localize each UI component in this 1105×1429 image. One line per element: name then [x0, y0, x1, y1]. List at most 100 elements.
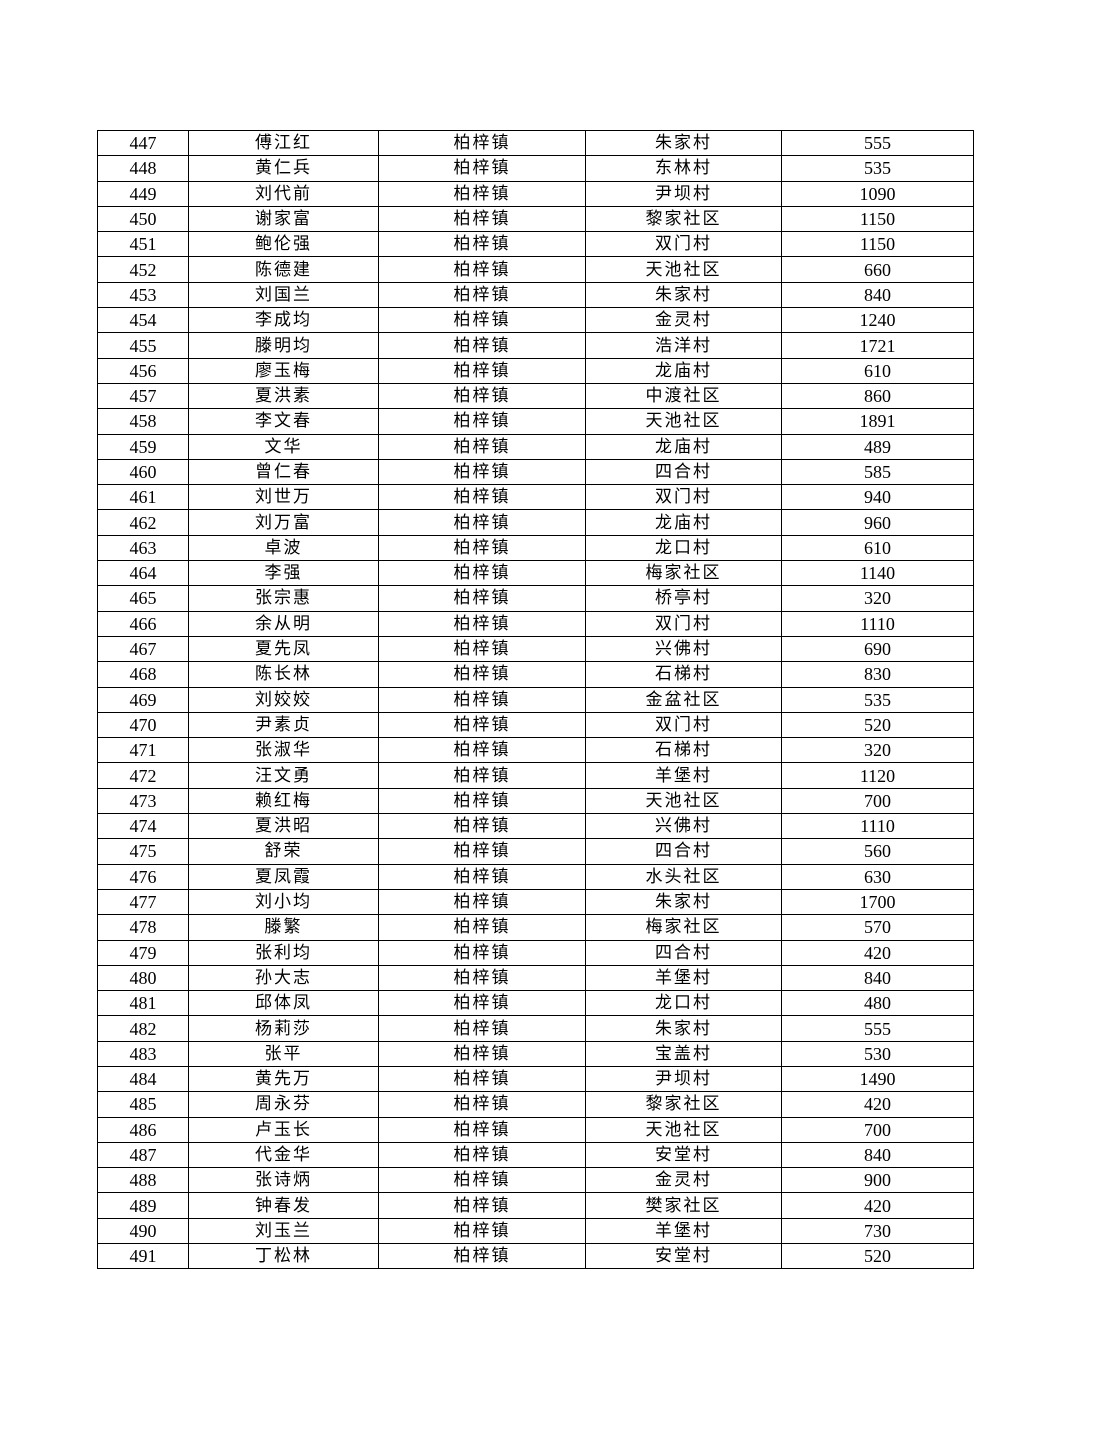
cell-amount: 520 — [781, 1243, 974, 1270]
cell-village: 朱家村 — [585, 129, 782, 157]
cell-name: 夏凤霞 — [188, 863, 379, 890]
cell-index: 468 — [97, 661, 189, 688]
cell-town: 柏梓镇 — [378, 686, 586, 713]
cell-town: 柏梓镇 — [378, 256, 586, 283]
cell-name: 张淑华 — [188, 737, 379, 764]
cell-index: 480 — [97, 964, 189, 992]
cell-town: 柏梓镇 — [378, 1167, 586, 1194]
cell-town: 柏梓镇 — [378, 484, 586, 511]
cell-amount: 840 — [781, 964, 974, 992]
cell-index: 476 — [97, 863, 189, 890]
cell-name: 傅江红 — [188, 129, 379, 157]
cell-town: 柏梓镇 — [378, 408, 586, 435]
table-row: 460 曾仁春 柏梓镇 四合村 585 — [97, 458, 974, 486]
cell-index: 482 — [97, 1015, 189, 1042]
cell-town: 柏梓镇 — [378, 939, 586, 966]
table-row: 481 邱体凤 柏梓镇 龙口村 480 — [97, 990, 974, 1017]
cell-index: 458 — [97, 408, 189, 435]
cell-index: 449 — [97, 180, 189, 207]
cell-amount: 555 — [781, 129, 974, 157]
cell-name: 鲍伦强 — [188, 231, 379, 258]
cell-index: 456 — [97, 357, 189, 384]
table-row: 480 孙大志 柏梓镇 羊堡村 840 — [97, 964, 974, 992]
cell-town: 柏梓镇 — [378, 737, 586, 764]
cell-amount: 1700 — [781, 888, 974, 916]
cell-town: 柏梓镇 — [378, 1116, 586, 1143]
cell-town: 柏梓镇 — [378, 307, 586, 334]
table-row: 451 鲍伦强 柏梓镇 双门村 1150 — [97, 231, 974, 258]
cell-town: 柏梓镇 — [378, 332, 586, 359]
cell-index: 469 — [97, 686, 189, 713]
cell-amount: 320 — [781, 737, 974, 764]
cell-index: 471 — [97, 737, 189, 764]
table-row: 491 丁松林 柏梓镇 安堂村 520 — [97, 1243, 974, 1270]
cell-village: 水头社区 — [585, 863, 782, 890]
cell-name: 尹素贞 — [188, 711, 379, 739]
cell-amount: 700 — [781, 787, 974, 815]
cell-index: 452 — [97, 256, 189, 283]
cell-index: 486 — [97, 1116, 189, 1143]
cell-amount: 420 — [781, 1091, 974, 1118]
cell-amount: 900 — [781, 1167, 974, 1194]
table-row: 469 刘姣姣 柏梓镇 金盆社区 535 — [97, 686, 974, 713]
cell-amount: 700 — [781, 1116, 974, 1143]
cell-name: 代金华 — [188, 1141, 379, 1169]
cell-town: 柏梓镇 — [378, 231, 586, 258]
cell-village: 天池社区 — [585, 1116, 782, 1143]
cell-name: 谢家富 — [188, 205, 379, 233]
table-row: 448 黄仁兵 柏梓镇 东林村 535 — [97, 155, 974, 182]
table-row: 456 廖玉梅 柏梓镇 龙庙村 610 — [97, 357, 974, 384]
cell-amount: 730 — [781, 1217, 974, 1245]
cell-town: 柏梓镇 — [378, 1040, 586, 1067]
cell-village: 龙口村 — [585, 534, 782, 562]
cell-index: 447 — [97, 129, 189, 157]
table-row: 476 夏凤霞 柏梓镇 水头社区 630 — [97, 863, 974, 890]
cell-name: 刘万富 — [188, 509, 379, 536]
cell-index: 467 — [97, 635, 189, 663]
table-row: 473 赖红梅 柏梓镇 天池社区 700 — [97, 787, 974, 815]
cell-town: 柏梓镇 — [378, 1065, 586, 1093]
cell-index: 460 — [97, 458, 189, 486]
table-row: 457 夏洪素 柏梓镇 中渡社区 860 — [97, 382, 974, 410]
cell-amount: 1090 — [781, 180, 974, 207]
cell-amount: 960 — [781, 509, 974, 536]
cell-index: 488 — [97, 1167, 189, 1194]
cell-name: 李成均 — [188, 307, 379, 334]
cell-town: 柏梓镇 — [378, 964, 586, 992]
table-row: 452 陈德建 柏梓镇 天池社区 660 — [97, 256, 974, 283]
cell-index: 453 — [97, 281, 189, 309]
table-row: 462 刘万富 柏梓镇 龙庙村 960 — [97, 509, 974, 536]
cell-name: 张平 — [188, 1040, 379, 1067]
cell-town: 柏梓镇 — [378, 357, 586, 384]
cell-amount: 860 — [781, 382, 974, 410]
cell-village: 金灵村 — [585, 1167, 782, 1194]
cell-village: 朱家村 — [585, 281, 782, 309]
cell-village: 梅家社区 — [585, 560, 782, 587]
cell-amount: 320 — [781, 585, 974, 612]
cell-village: 兴佛村 — [585, 813, 782, 840]
cell-name: 黄先万 — [188, 1065, 379, 1093]
cell-index: 478 — [97, 914, 189, 941]
cell-name: 廖玉梅 — [188, 357, 379, 384]
cell-name: 滕繁 — [188, 914, 379, 941]
cell-amount: 1240 — [781, 307, 974, 334]
data-table: 447 傅江红 柏梓镇 朱家村 555 448 黄仁兵 柏梓镇 东林村 535 449 刘代前 柏梓镇尹… — [97, 129, 974, 1270]
cell-village: 四合村 — [585, 458, 782, 486]
cell-amount: 480 — [781, 990, 974, 1017]
cell-village: 黎家社区 — [585, 205, 782, 233]
cell-village: 羊堡村 — [585, 762, 782, 789]
cell-index: 461 — [97, 484, 189, 511]
cell-village: 四合村 — [585, 939, 782, 966]
cell-name: 丁松林 — [188, 1243, 379, 1270]
cell-village: 朱家村 — [585, 1015, 782, 1042]
cell-amount: 630 — [781, 863, 974, 890]
cell-amount: 840 — [781, 1141, 974, 1169]
cell-town: 柏梓镇 — [378, 205, 586, 233]
cell-index: 475 — [97, 838, 189, 865]
cell-name: 刘姣姣 — [188, 686, 379, 713]
cell-amount: 1721 — [781, 332, 974, 359]
cell-town: 柏梓镇 — [378, 914, 586, 941]
table-row: 488 张诗炳 柏梓镇 金灵村 900 — [97, 1167, 974, 1194]
cell-amount: 660 — [781, 256, 974, 283]
cell-town: 柏梓镇 — [378, 863, 586, 890]
